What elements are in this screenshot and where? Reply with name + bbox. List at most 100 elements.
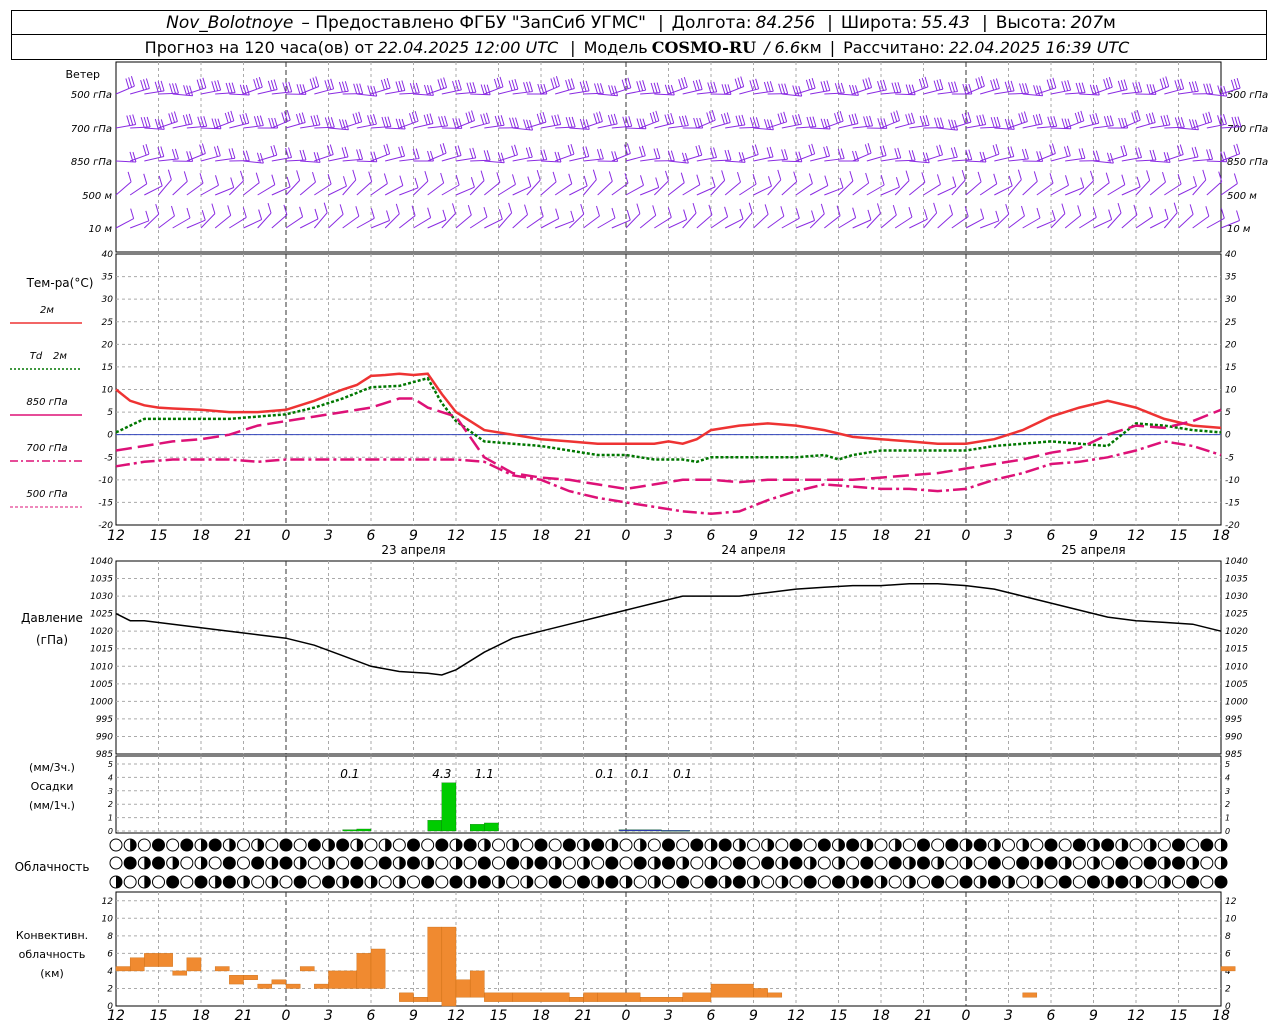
wind-barb-feather [355,206,360,217]
wind-barb-feather [965,149,970,160]
wind-barb-shaft [228,180,244,196]
wind-barb-shaft [880,214,897,229]
wind-barb-feather [851,114,856,125]
wind-barb-shaft [1079,216,1097,229]
wind-barb-feather [678,116,683,127]
wind-barb-shaft [158,215,175,229]
wind-barb-feather [839,111,844,122]
wind-barb-feather [748,202,753,213]
wind-barb-feather [1179,144,1184,155]
wind-barb-shaft [158,121,178,129]
wind-barb-feather [358,111,363,122]
wind-barb-shaft [540,181,557,196]
wind-barb-feather [286,110,291,121]
x-hour-label: 15 [150,528,168,544]
wind-barb-feather [536,113,541,125]
wind-barb-feather [599,148,604,160]
wind-barb-feather [1164,208,1169,220]
wind-barb-feather [145,78,150,89]
wind-barb-feather [1010,146,1015,157]
wind-barb-shaft [285,180,301,196]
wind-barb-feather [1023,111,1028,122]
conv-bar [682,992,712,1002]
wind-barb-feather [766,147,771,158]
wind-barb-feather [498,209,503,220]
cloud-circle [619,838,633,852]
wind-barb-shaft [498,212,512,229]
cloud-fill-full [818,839,831,851]
wind-barb-feather [1077,205,1082,216]
wind-barb-shaft [214,120,235,129]
wind-barb-feather [1074,112,1079,124]
y-tick-label-left: 1020 [90,627,113,637]
wind-barb-feather [567,145,572,156]
wind-barb-feather [298,113,303,124]
wind-barb-feather [611,207,616,219]
wind-barb-feather [1146,84,1151,95]
wind-barb-feather [213,146,218,157]
cloud-circle [506,875,520,889]
cloud-fill-full [634,857,647,869]
wind-barb-feather [967,112,972,123]
wind-barb-feather [224,112,229,124]
wind-barb-feather [1189,204,1194,215]
wind-barb-feather [398,80,403,92]
wind-barb-shaft [568,213,585,229]
wind-barb-feather [908,206,913,218]
wind-barb-feather [1217,85,1222,96]
conv-bar [243,975,258,980]
wind-barb-feather [734,78,739,89]
cloud-fill-full [889,857,902,869]
y-tick-label-right: 10 [1225,386,1237,396]
wind-barb-feather [918,78,923,90]
wind-barb-feather [865,172,870,184]
cloud-fill-full [294,876,307,888]
wind-barb-feather [523,119,528,130]
wind-barb-feather [1233,78,1238,90]
x-hour-label-bottom: 0 [622,1008,631,1024]
wind-barb-feather [727,149,732,161]
wind-barb-feather [383,173,388,184]
wind-barb-feather [1138,81,1143,93]
wind-barb-feather [680,78,685,89]
wind-barb-feather [468,111,473,122]
wind-barb-feather [862,79,867,90]
precip-unit-1h: (мм/1ч.) [29,799,75,812]
wind-barb-feather [636,203,641,214]
wind-barb-shaft [512,186,532,196]
wind-barb-feather [338,119,343,130]
conv-bar [186,957,202,972]
wind-barb-shaft [1107,184,1126,196]
model-label: Модель [583,37,648,57]
wind-barb-shaft [540,85,560,95]
wind-barb-feather [157,147,162,158]
wind-barb-feather [188,113,193,124]
legend-label: 850 гПа [26,397,67,408]
wind-barb-feather [409,113,413,124]
wind-barb-feather [784,83,789,94]
conv-bar [399,992,414,1002]
wind-barb-feather [954,81,958,92]
wind-barb-feather [792,115,797,126]
calc-label: Рассчитано: [843,37,945,57]
cloud-fill-full [790,839,802,851]
cloud-fill-half [385,839,392,851]
wind-barb-feather [897,147,902,159]
wind-barb-feather [274,117,279,129]
wind-barb-shaft [583,179,597,196]
wind-barb-feather [951,119,956,130]
wind-barb-feather [199,144,204,155]
wind-barb-feather [670,150,675,161]
wind-barb-feather [302,149,307,161]
y-tick-label-right: -15 [1225,498,1240,508]
wind-barb-feather [749,80,754,91]
cloud-fill-half [215,876,222,888]
cloud-fill-half [356,839,363,851]
wind-barb-feather [398,146,403,158]
wind-barb-feather [806,116,811,128]
wind-barb-feather [749,117,754,128]
wind-barb-feather [964,206,969,217]
conv-bar [583,992,598,1002]
wind-barb-feather [312,172,316,183]
